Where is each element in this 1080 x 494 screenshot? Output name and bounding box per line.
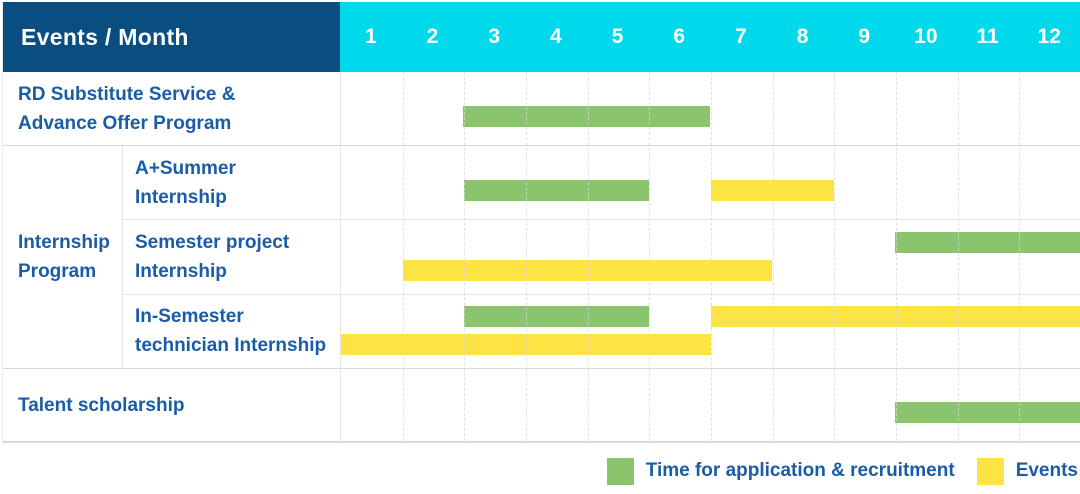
chart-legend: Time for application & recruitment Event… bbox=[606, 456, 1078, 486]
gantt-bar-yellow bbox=[402, 259, 773, 281]
table-header-row: Events / Month 1 2 3 4 5 6 7 8 9 10 11 12 bbox=[3, 2, 1080, 72]
gantt-bar-yellow bbox=[710, 306, 1080, 328]
row-label-in-semester-technician-internship: In-Semester technician Internship bbox=[135, 306, 327, 357]
chart-cell-talent-scholarship bbox=[340, 369, 1080, 441]
row-label-internship-program: Internship Program bbox=[18, 232, 110, 282]
row-label-rd-substitute: RD Substitute Service & Advance Offer Pr… bbox=[18, 83, 236, 134]
row-label-a-summer-internship: A+Summer Internship bbox=[135, 157, 236, 208]
table-row-a-summer-internship: A+Summer Internship bbox=[122, 146, 1080, 220]
row-label-semester-project-internship: Semester project Internship bbox=[135, 231, 290, 282]
gantt-bar-green bbox=[464, 306, 649, 328]
month-header-11: 11 bbox=[976, 25, 999, 48]
table-row-semester-project-internship: Semester project Internship bbox=[122, 219, 1080, 294]
table-row-internship-program: Internship Program A+Summer Internship S… bbox=[3, 145, 1080, 368]
chart-cell-semester-project-internship bbox=[341, 220, 1080, 293]
gantt-bar-yellow bbox=[710, 179, 834, 201]
month-header-3: 3 bbox=[488, 25, 501, 48]
events-month-header: Events / Month bbox=[3, 2, 340, 72]
internship-subrows: A+Summer Internship Semester project Int… bbox=[122, 146, 1080, 368]
legend-label-events: Events bbox=[1015, 460, 1078, 481]
month-header-5: 5 bbox=[611, 25, 624, 48]
gantt-bar-green bbox=[464, 179, 649, 201]
gantt-bar-yellow bbox=[341, 334, 711, 356]
month-header-4: 4 bbox=[550, 25, 562, 48]
gantt-bar-green bbox=[895, 232, 1080, 254]
chart-cell-rd-substitute bbox=[340, 72, 1080, 145]
gantt-table: Events / Month 1 2 3 4 5 6 7 8 9 10 11 12 RD Substi… bbox=[2, 2, 1080, 443]
month-header-8: 8 bbox=[796, 25, 809, 48]
month-header-6: 6 bbox=[673, 25, 686, 48]
month-header-1: 1 bbox=[364, 25, 377, 48]
chart-cell-in-semester-technician-internship bbox=[341, 295, 1080, 368]
legend-item-application-recruitment: Time for application & recruitment bbox=[606, 457, 955, 485]
month-header-12: 12 bbox=[1037, 25, 1061, 48]
gantt-bar-green bbox=[895, 402, 1080, 424]
month-header-10: 10 bbox=[914, 25, 938, 48]
table-row-talent-scholarship: Talent scholarship bbox=[3, 368, 1080, 441]
month-header-2: 2 bbox=[426, 25, 439, 48]
month-header-9: 9 bbox=[858, 25, 871, 48]
legend-item-events: Events bbox=[976, 457, 1078, 485]
row-label-talent-scholarship: Talent scholarship bbox=[18, 394, 185, 416]
legend-label-application-recruitment: Time for application & recruitment bbox=[645, 460, 955, 481]
table-row-rd-substitute: RD Substitute Service & Advance Offer Pr… bbox=[3, 72, 1080, 145]
month-header-row: 1 2 3 4 5 6 7 8 9 10 11 12 bbox=[340, 2, 1080, 72]
chart-cell-a-summer-internship bbox=[341, 146, 1080, 219]
month-header-7: 7 bbox=[735, 25, 747, 48]
table-row-in-semester-technician-internship: In-Semester technician Internship bbox=[122, 293, 1080, 368]
gantt-bar-green bbox=[463, 105, 710, 127]
green-legend-swatch-icon bbox=[606, 457, 634, 485]
yellow-legend-swatch-icon bbox=[976, 457, 1004, 485]
